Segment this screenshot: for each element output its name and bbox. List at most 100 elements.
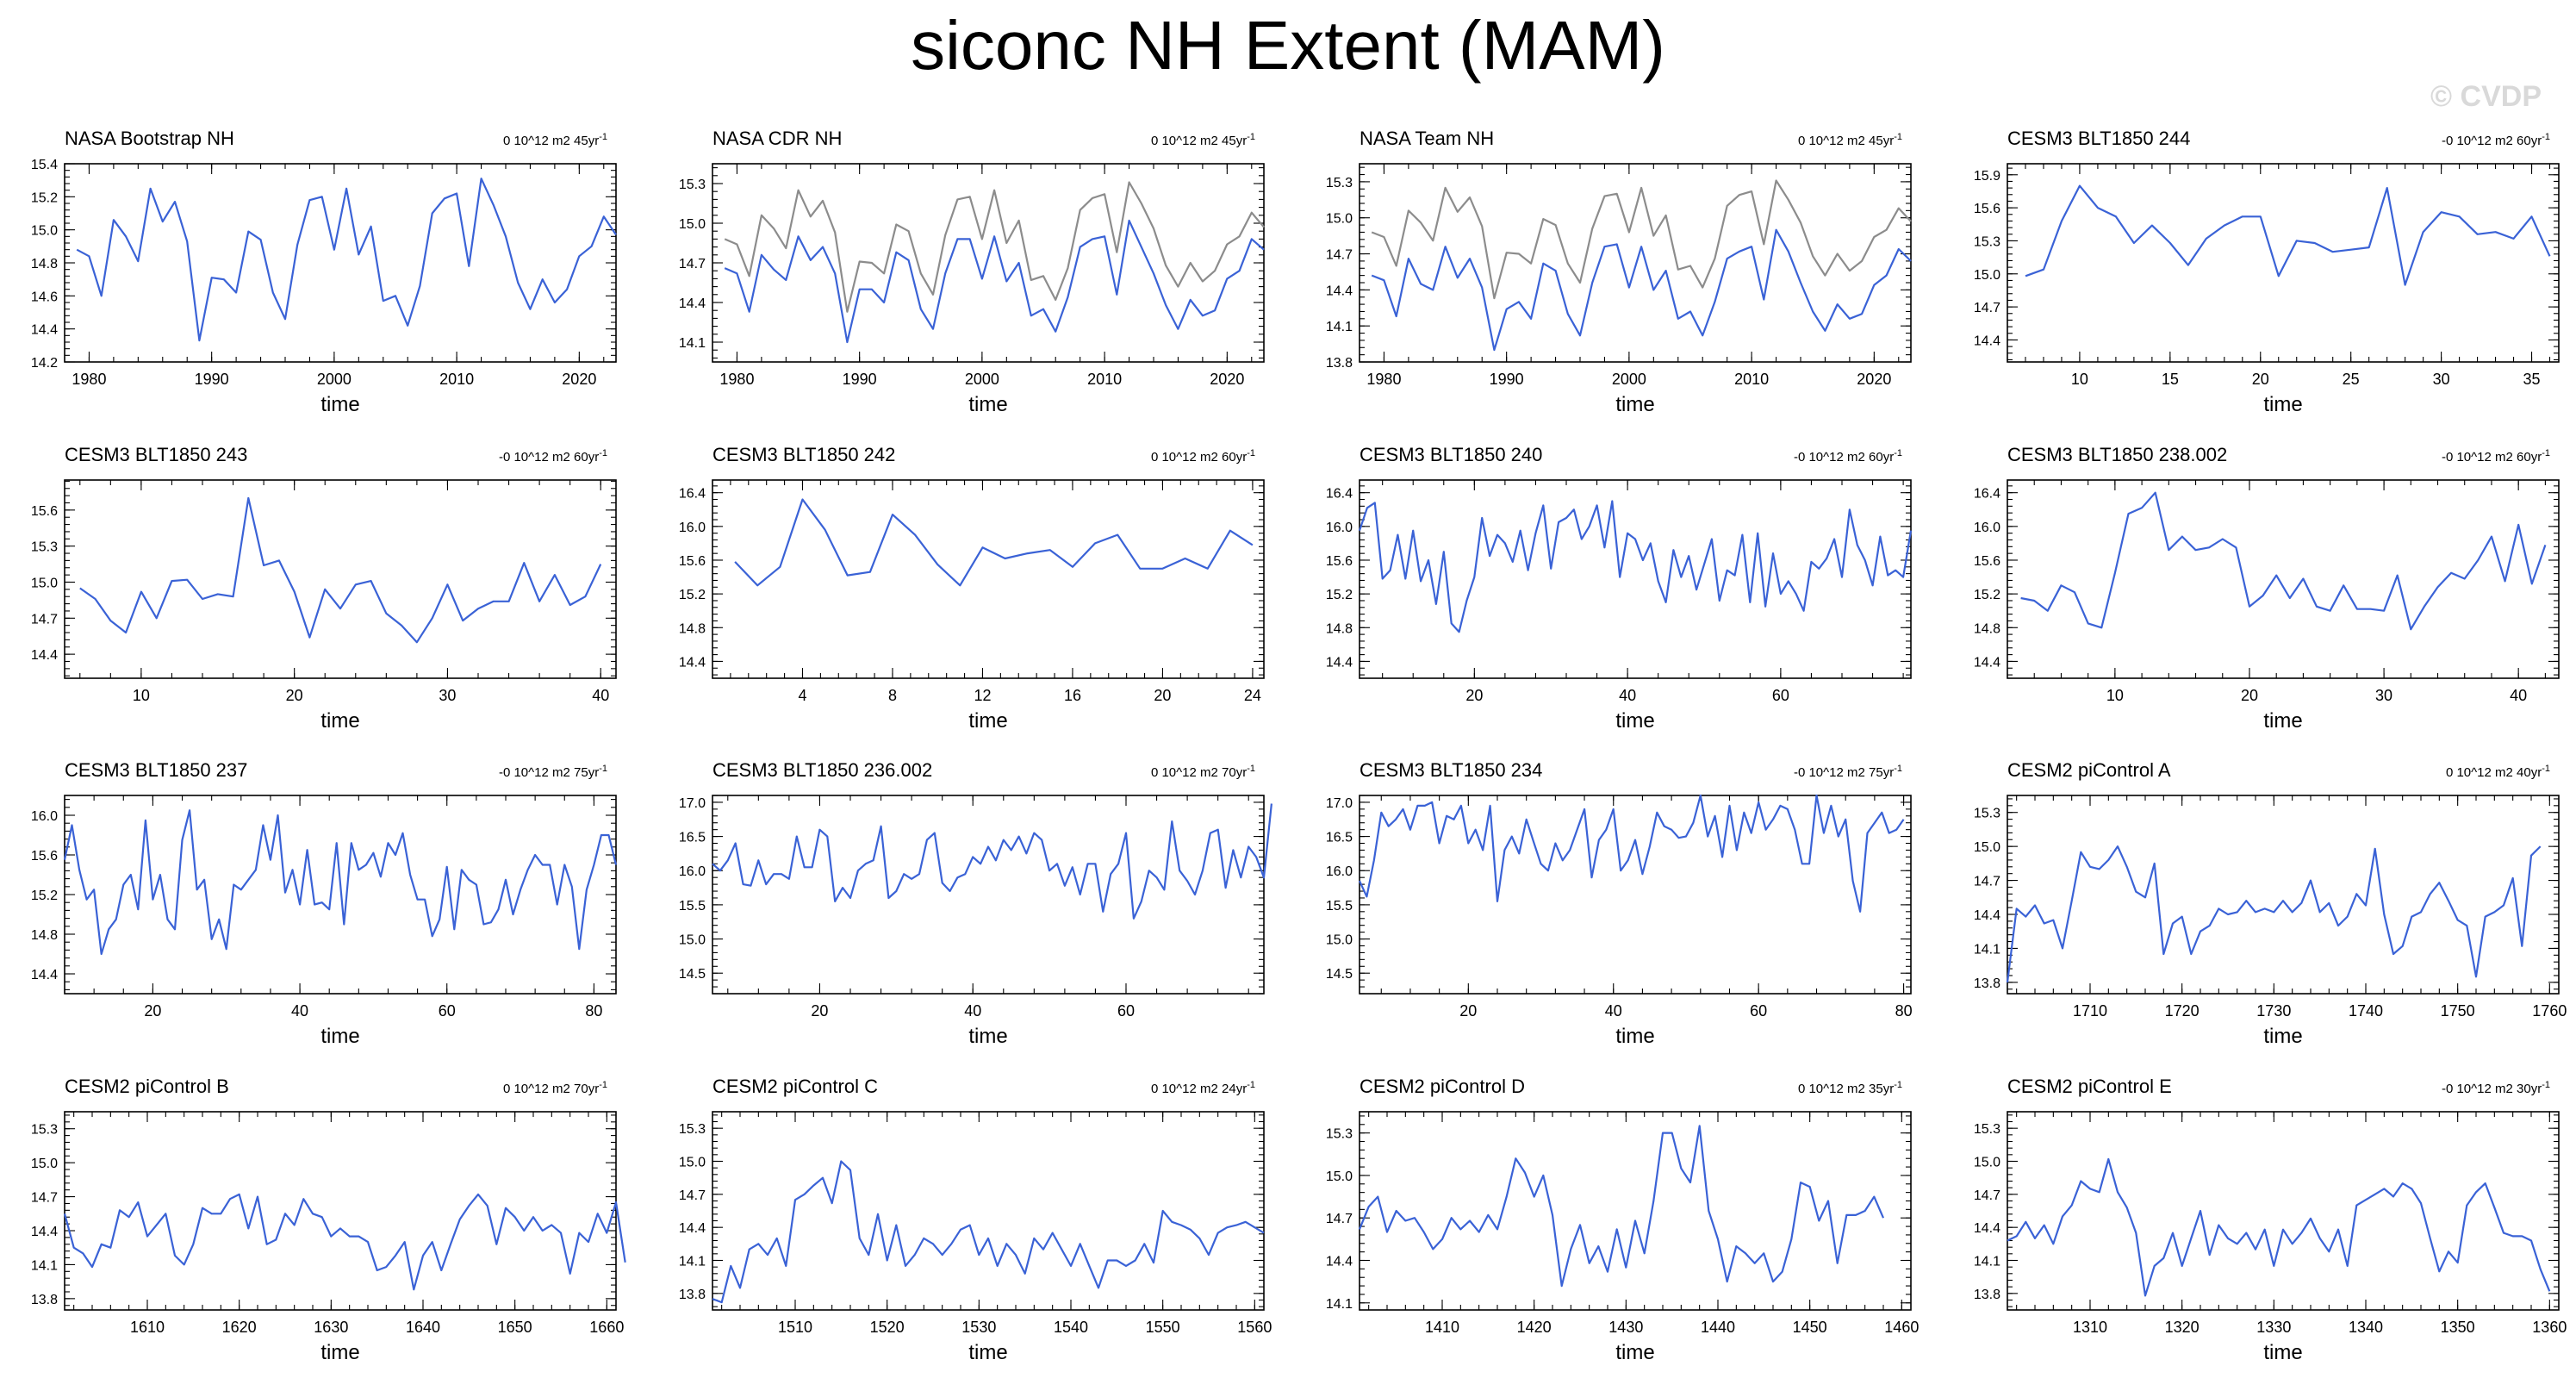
tick-group xyxy=(2007,164,2559,362)
y-tick-label: 16.0 xyxy=(1326,521,1353,535)
y-tick-label: 15.6 xyxy=(1974,202,2000,216)
tick-group xyxy=(1360,480,1911,678)
trend-label: 0 10^12 m2 24yr-1 xyxy=(1151,1080,1255,1096)
x-tick-label: 1630 xyxy=(314,1319,348,1336)
x-tick-label: 30 xyxy=(439,687,456,704)
chart-panel: CESM2 piControl A 0 10^12 m2 40yr-1 13.8 14… xyxy=(1974,759,2567,1048)
x-tick-label: 80 xyxy=(1895,1002,1913,1020)
y-tick-label: 14.4 xyxy=(1974,655,2000,670)
trend-label: -0 10^12 m2 30yr-1 xyxy=(2442,1080,2550,1096)
x-tick-label: 20 xyxy=(1459,1002,1477,1020)
series-line xyxy=(712,1160,1265,1304)
x-axis-label: time xyxy=(1615,1341,1654,1364)
series-line xyxy=(63,809,618,956)
plot-frame xyxy=(64,479,617,679)
trend-superscript: -1 xyxy=(2542,448,2550,458)
plot-frame xyxy=(1359,163,1912,363)
tick-group xyxy=(2007,1112,2559,1310)
trend-superscript: -1 xyxy=(1894,1080,1902,1090)
tick-group xyxy=(1360,795,1911,995)
y-tick-label: 16.0 xyxy=(1974,521,2000,535)
x-tick-label: 60 xyxy=(1772,687,1789,704)
series-line xyxy=(2006,845,2542,983)
x-axis-label: time xyxy=(2263,1025,2302,1048)
trend-label: 0 10^12 m2 45yr-1 xyxy=(503,132,607,148)
y-tick-label: 14.1 xyxy=(1974,942,2000,957)
x-tick-label: 60 xyxy=(1117,1002,1135,1020)
x-tick-label: 25 xyxy=(2343,371,2360,388)
x-tick-label: 40 xyxy=(1619,687,1636,704)
x-tick-label: 15 xyxy=(2162,371,2179,388)
y-tick-label: 14.8 xyxy=(31,928,58,943)
plot-frame xyxy=(64,795,617,995)
panel-title: CESM2 piControl C xyxy=(712,1076,878,1097)
panel-title: CESM3 BLT1850 243 xyxy=(65,444,247,465)
y-tick-label: 15.6 xyxy=(1326,554,1353,569)
chart-panel: CESM3 BLT1850 242 0 10^12 m2 60yr-1 14.4 14… xyxy=(679,444,1265,733)
tick-group xyxy=(64,163,616,363)
y-tick-label: 16.0 xyxy=(1326,864,1353,879)
x-tick-label: 40 xyxy=(592,687,609,704)
y-tick-label: 14.4 xyxy=(1326,1255,1353,1269)
reference-series-line xyxy=(1371,179,1912,300)
y-tick-label: 14.4 xyxy=(679,655,706,670)
x-tick-label: 1460 xyxy=(1884,1319,1919,1336)
y-tick-label: 17.0 xyxy=(1326,796,1353,811)
trend-label: 0 10^12 m2 45yr-1 xyxy=(1798,132,1902,148)
panel-title: CESM2 piControl D xyxy=(1360,1076,1525,1097)
y-tick-label: 15.0 xyxy=(1326,1169,1353,1184)
y-tick-label: 13.8 xyxy=(679,1288,706,1302)
x-axis-label: time xyxy=(1615,709,1654,733)
y-tick-label: 15.0 xyxy=(1326,212,1353,227)
tick-group xyxy=(64,795,616,994)
chart-panel: NASA CDR NH 0 10^12 m2 45yr-1 14.1 14.4 14.7… xyxy=(679,128,1265,416)
x-axis-label: time xyxy=(968,393,1007,416)
x-tick-label: 20 xyxy=(1465,687,1483,704)
y-tick-label: 15.2 xyxy=(31,889,58,903)
trend-label: -0 10^12 m2 60yr-1 xyxy=(2442,132,2550,148)
tick-group xyxy=(712,1112,1264,1310)
trend-superscript: -1 xyxy=(2542,1080,2550,1090)
series-line xyxy=(2007,1157,2551,1297)
chart-panel: CESM3 BLT1850 243 -0 10^12 m2 60yr-1 14.4 1… xyxy=(31,444,617,733)
y-tick-label: 14.7 xyxy=(1326,248,1353,263)
panel-title: NASA Team NH xyxy=(1360,128,1494,149)
y-tick-label: 14.1 xyxy=(1326,1297,1353,1312)
trend-superscript: -1 xyxy=(1894,132,1902,142)
trend-superscript: -1 xyxy=(1247,764,1255,774)
trend-label: -0 10^12 m2 75yr-1 xyxy=(1794,764,1902,780)
x-tick-label: 1550 xyxy=(1146,1319,1180,1336)
x-tick-label: 1540 xyxy=(1054,1319,1088,1336)
y-tick-label: 17.0 xyxy=(679,796,706,811)
x-tick-label: 1710 xyxy=(2073,1002,2107,1020)
plot-frame xyxy=(2007,163,2560,363)
plot-frame xyxy=(2007,1111,2560,1311)
x-axis-label: time xyxy=(320,393,359,416)
y-tick-label: 13.8 xyxy=(1974,976,2000,991)
trend-superscript: -1 xyxy=(599,132,607,142)
panel-title: CESM3 BLT1850 237 xyxy=(65,759,247,781)
x-tick-label: 24 xyxy=(1244,687,1261,704)
x-tick-label: 1620 xyxy=(222,1319,257,1336)
y-tick-label: 14.4 xyxy=(31,323,58,338)
y-tick-label: 15.0 xyxy=(31,224,58,239)
plot-frame xyxy=(712,1111,1265,1311)
series-line xyxy=(76,178,617,342)
y-tick-label: 14.5 xyxy=(679,967,706,982)
x-tick-label: 20 xyxy=(2252,371,2269,388)
x-tick-label: 2000 xyxy=(1612,371,1646,388)
x-tick-label: 2000 xyxy=(317,371,352,388)
x-tick-label: 4 xyxy=(798,687,806,704)
y-tick-label: 15.9 xyxy=(1974,169,2000,184)
series-line xyxy=(63,1193,626,1291)
y-tick-label: 14.7 xyxy=(1974,301,2000,315)
x-axis-label: time xyxy=(968,709,1007,733)
y-tick-label: 14.1 xyxy=(31,1258,58,1273)
y-tick-label: 15.6 xyxy=(31,849,58,864)
x-tick-label: 60 xyxy=(1750,1002,1767,1020)
x-tick-label: 35 xyxy=(2523,371,2541,388)
x-tick-label: 2020 xyxy=(1210,371,1244,388)
y-tick-label: 16.0 xyxy=(679,864,706,879)
tick-group xyxy=(712,480,1264,678)
